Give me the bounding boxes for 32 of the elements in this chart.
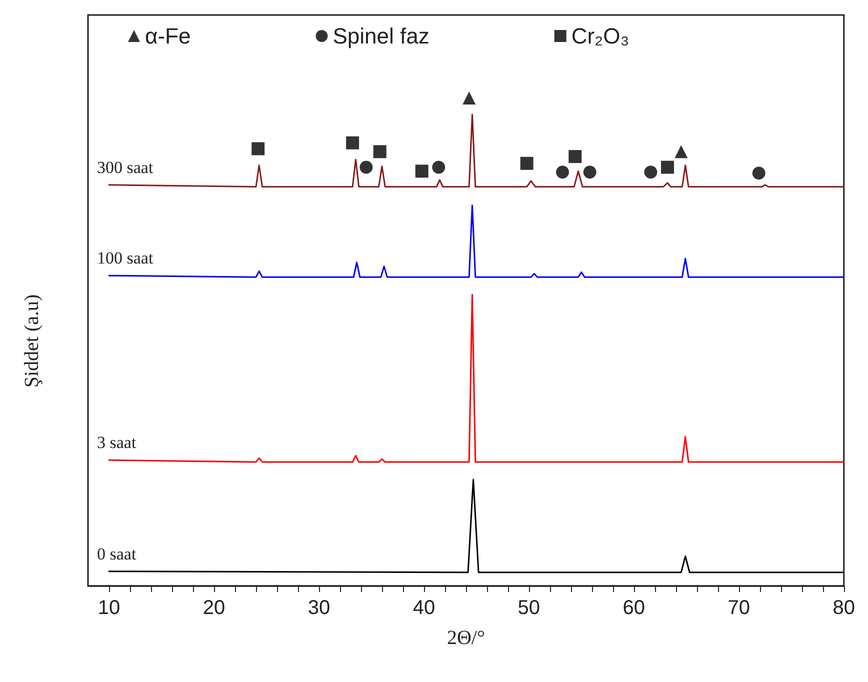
series-label: 3 saat <box>96 433 136 452</box>
x-axis-title: 2Θ/° <box>446 627 485 649</box>
point <box>568 150 582 164</box>
point <box>556 166 570 179</box>
point <box>752 166 766 180</box>
point <box>674 145 688 158</box>
x-tick-label: 70 <box>728 597 750 619</box>
x-tick-label: 50 <box>518 597 540 619</box>
point <box>462 91 476 104</box>
x-tick-label: 60 <box>622 597 646 619</box>
x-tick-label: 30 <box>308 597 330 619</box>
x-tick-label: 40 <box>412 597 436 619</box>
series-label: 300 saat <box>96 158 154 177</box>
legend-label: Cr₂O₃ <box>571 24 630 48</box>
x-tick-label: 20 <box>202 597 226 619</box>
y-axis-title: Şiddet (a.u) <box>21 294 43 388</box>
legend-label: α-Fe <box>145 24 191 48</box>
point <box>360 160 373 174</box>
point <box>644 166 658 179</box>
x-tick-label: 80 <box>832 597 855 619</box>
point <box>432 160 446 174</box>
point <box>661 160 674 174</box>
point <box>520 156 534 170</box>
point <box>583 166 596 179</box>
point <box>373 145 386 158</box>
series-label: 0 saat <box>96 544 136 564</box>
legend-label: Spinel faz <box>332 24 430 48</box>
point <box>415 164 428 178</box>
x-tick-label: 10 <box>98 597 120 619</box>
point <box>252 142 265 156</box>
series-label: 100 saat <box>96 248 154 268</box>
point <box>346 136 360 150</box>
